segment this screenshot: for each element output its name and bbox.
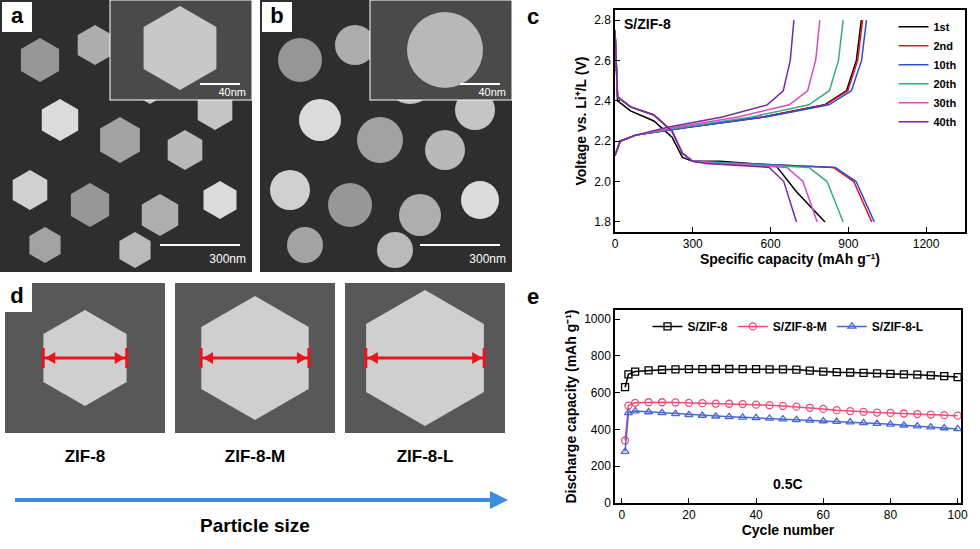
- svg-text:200: 200: [591, 459, 611, 473]
- svg-text:2.4: 2.4: [594, 94, 611, 108]
- svg-text:60: 60: [817, 508, 831, 522]
- svg-text:40th: 40th: [934, 116, 957, 128]
- html-text:c: c: [526, 4, 540, 29]
- svg-text:Specific capacity (mAh g⁻¹): Specific capacity (mAh g⁻¹): [700, 251, 880, 267]
- svg-text:2.0: 2.0: [594, 175, 611, 189]
- svg-text:2.6: 2.6: [594, 54, 611, 68]
- svg-text:2.2: 2.2: [594, 134, 611, 148]
- html-text:b: b: [270, 3, 284, 28]
- svg-text:1st: 1st: [934, 21, 950, 33]
- svg-text:2.8: 2.8: [594, 13, 611, 27]
- html-text:d: d: [10, 283, 24, 308]
- svg-text:Cycle number: Cycle number: [742, 522, 835, 538]
- svg-text:600: 600: [761, 237, 781, 251]
- svg-text:1000: 1000: [584, 312, 611, 326]
- svg-text:1.8: 1.8: [594, 215, 611, 229]
- svg-text:40: 40: [749, 508, 763, 522]
- svg-text:1200: 1200: [913, 237, 940, 251]
- svg-text:Discharge capacity (mAh g⁻¹): Discharge capacity (mAh g⁻¹): [563, 309, 579, 503]
- svg-text:40nm: 40nm: [218, 86, 246, 98]
- svg-text:300nm: 300nm: [469, 252, 506, 266]
- html-text:a: a: [10, 3, 24, 28]
- svg-text:800: 800: [591, 349, 611, 363]
- svg-text:10th: 10th: [934, 59, 957, 71]
- svg-text:S/ZIF-8-M: S/ZIF-8-M: [773, 320, 827, 334]
- svg-text:100: 100: [948, 508, 968, 522]
- svg-text:ZIF-8-L: ZIF-8-L: [397, 447, 454, 466]
- svg-text:0: 0: [612, 237, 619, 251]
- svg-text:S/ZIF-8: S/ZIF-8: [624, 16, 671, 32]
- svg-text:400: 400: [591, 423, 611, 437]
- svg-text:40nm: 40nm: [478, 86, 506, 98]
- svg-text:0.5C: 0.5C: [773, 476, 803, 492]
- svg-text:80: 80: [884, 508, 898, 522]
- svg-text:S/ZIF-8: S/ZIF-8: [688, 320, 728, 334]
- svg-text:0: 0: [618, 508, 625, 522]
- svg-text:ZIF-8: ZIF-8: [65, 447, 106, 466]
- svg-text:2nd: 2nd: [934, 40, 954, 52]
- svg-text:300nm: 300nm: [209, 252, 246, 266]
- svg-text:0: 0: [604, 496, 611, 510]
- svg-text:300: 300: [683, 237, 703, 251]
- svg-text:30th: 30th: [934, 97, 957, 109]
- svg-text:20th: 20th: [934, 78, 957, 90]
- svg-text:S/ZIF-8-L: S/ZIF-8-L: [872, 320, 923, 334]
- svg-text:600: 600: [591, 386, 611, 400]
- svg-text:20: 20: [682, 508, 696, 522]
- html-text:e: e: [526, 284, 540, 309]
- svg-text:ZIF-8-M: ZIF-8-M: [225, 447, 285, 466]
- svg-text:Voltage vs. Li⁺/L (V): Voltage vs. Li⁺/L (V): [573, 57, 589, 186]
- svg-text:900: 900: [838, 237, 858, 251]
- svg-text:Particle size: Particle size: [200, 515, 310, 536]
